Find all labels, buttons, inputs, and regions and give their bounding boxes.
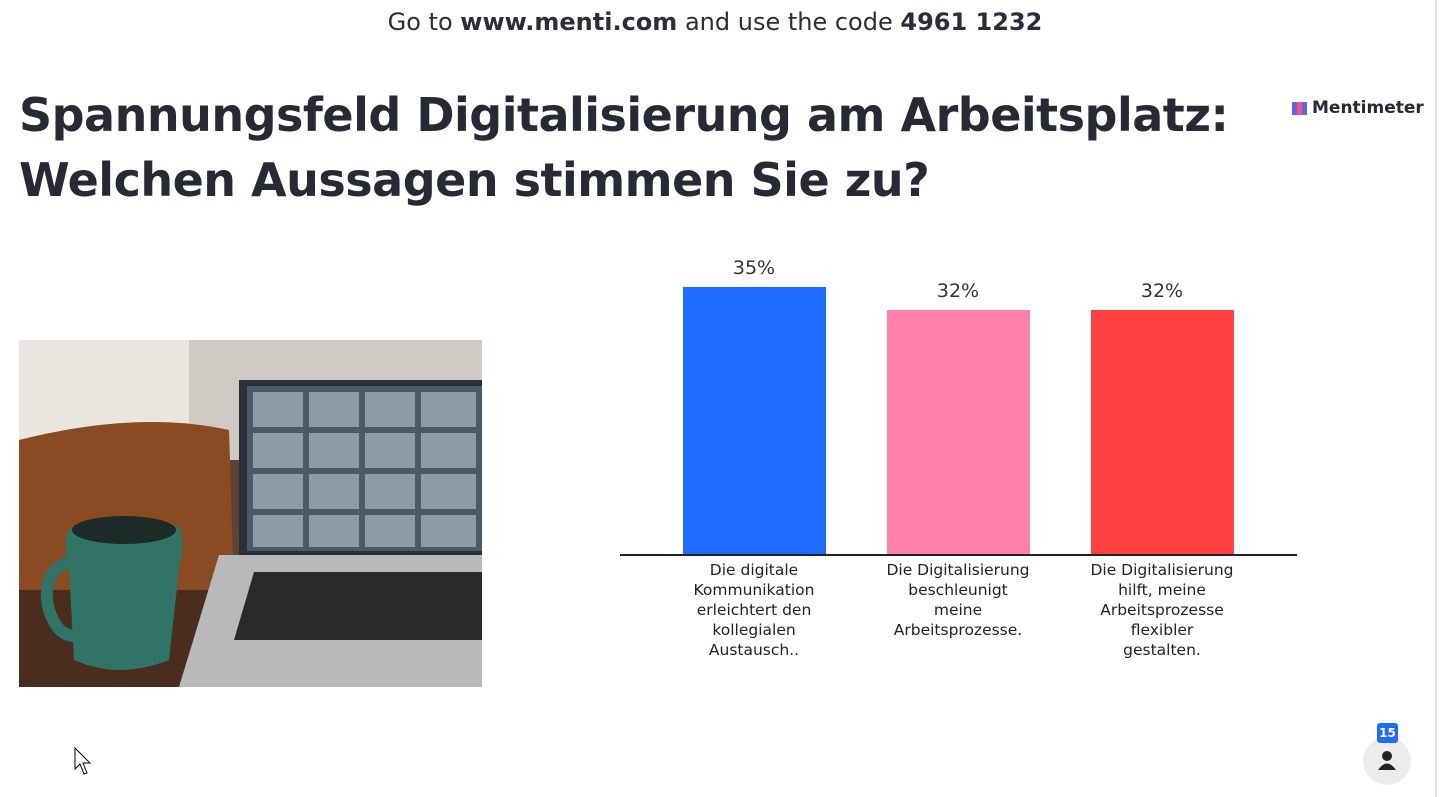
logo: Mentimeter — [1292, 98, 1424, 118]
logo-icon — [1292, 102, 1307, 115]
title-line: Welchen Aussagen stimmen Sie zu? — [19, 153, 930, 207]
bar — [682, 287, 826, 555]
logo-text: Mentimeter — [1312, 98, 1424, 118]
participants-button[interactable] — [1363, 737, 1411, 785]
url[interactable]: www.menti.com — [460, 8, 678, 36]
bar — [1090, 309, 1234, 555]
text: and use the code — [684, 8, 893, 36]
cursor — [74, 747, 92, 775]
code: 4961 1232 — [900, 8, 1043, 36]
value-label: 32% — [936, 279, 980, 302]
photo — [19, 340, 482, 687]
value-label: 35% — [732, 257, 776, 279]
bar — [886, 309, 1030, 555]
text: Go to — [387, 8, 453, 36]
join-instructions: Go to www.menti.com and use the code 496… — [0, 8, 1430, 36]
value-label: 32% — [1140, 279, 1184, 302]
title-line: Spannungsfeld Digitalisierung am Arbeits… — [19, 88, 1229, 142]
participant-count: 15 — [1377, 723, 1398, 743]
category-label: Die digitale Kommunikation erleichtert d… — [693, 561, 815, 659]
axis-line — [620, 554, 1297, 556]
person-icon — [1378, 751, 1396, 770]
category-label: Die Digitalisierung hilft, meine Arbeits… — [1090, 561, 1234, 659]
category-label: Die Digitalisierung beschleunigt meine A… — [886, 561, 1030, 639]
scrollbar — [1435, 0, 1437, 797]
